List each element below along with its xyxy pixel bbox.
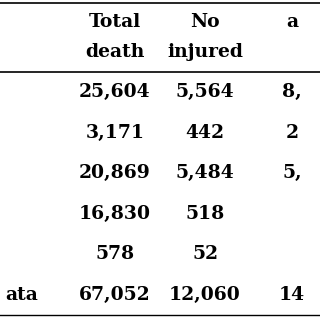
Text: injured: injured [167,43,243,61]
Text: death: death [85,43,145,61]
Text: 52: 52 [192,245,218,263]
Text: 518: 518 [185,205,225,223]
Text: Total: Total [89,13,141,31]
Text: 12,060: 12,060 [169,286,241,304]
Text: a: a [286,13,298,31]
Text: 8,: 8, [282,83,302,101]
Text: 5,: 5, [282,164,302,182]
Text: 3,171: 3,171 [85,124,145,142]
Text: 578: 578 [95,245,135,263]
Text: 5,564: 5,564 [176,83,234,101]
Text: No: No [190,13,220,31]
Text: ata: ata [5,286,38,304]
Text: 16,830: 16,830 [79,205,151,223]
Text: 2: 2 [285,124,299,142]
Text: 14: 14 [279,286,305,304]
Text: 20,869: 20,869 [79,164,151,182]
Text: 25,604: 25,604 [79,83,151,101]
Text: 5,484: 5,484 [176,164,234,182]
Text: 442: 442 [186,124,225,142]
Text: 67,052: 67,052 [79,286,151,304]
